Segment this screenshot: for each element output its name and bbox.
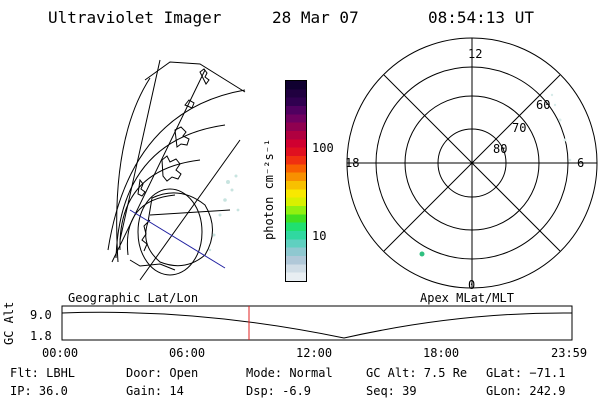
instrument-title: Ultraviolet Imager (48, 8, 222, 27)
dsp-info: Dsp: -6.9 (246, 384, 312, 398)
time-tick-0000: 00:00 (42, 346, 79, 360)
time-tick-0600: 06:00 (169, 346, 206, 360)
colorbar (285, 80, 307, 282)
mlt-label-12: 12 (468, 47, 483, 61)
mlat-label-80: 80 (493, 142, 508, 156)
ip-info: IP: 36.0 (10, 384, 68, 398)
colorbar-tick-10: 10 (312, 229, 327, 243)
mode-info: Mode: Normal (246, 366, 333, 380)
filter-info: Flt: LBHL (10, 366, 76, 380)
colorbar-tick-100: 100 (312, 141, 334, 155)
geographic-map-label: Geographic Lat/Lon (68, 291, 199, 305)
aurora-spot (419, 251, 425, 257)
seq-info: Seq: 39 (366, 384, 417, 398)
gain-info: Gain: 14 (126, 384, 184, 398)
door-info: Door: Open (126, 366, 199, 380)
polar-map-label: Apex MLat/MLT (420, 291, 514, 305)
gc-alt-info: GC Alt: 7.5 Re (366, 366, 468, 380)
date-label: 28 Mar 07 (272, 8, 359, 27)
alt-tick-9: 9.0 (30, 308, 52, 322)
glat-info: GLat: −71.1 (486, 366, 566, 380)
mlt-label-0: 0 (468, 278, 476, 292)
altitude-axis-label: GC Alt (2, 301, 16, 345)
mlat-label-60: 60 (536, 98, 551, 112)
glon-info: GLon: 242.9 (486, 384, 566, 398)
time-label: 08:54:13 UT (428, 8, 534, 27)
alt-tick-1-8: 1.8 (30, 329, 52, 343)
mlt-label-18: 18 (345, 156, 360, 170)
time-tick-1200: 12:00 (296, 346, 333, 360)
mlat-label-70: 70 (512, 121, 527, 135)
time-tick-2359: 23:59 (551, 346, 588, 360)
mlt-label-6: 6 (577, 156, 585, 170)
time-tick-1800: 18:00 (423, 346, 460, 360)
